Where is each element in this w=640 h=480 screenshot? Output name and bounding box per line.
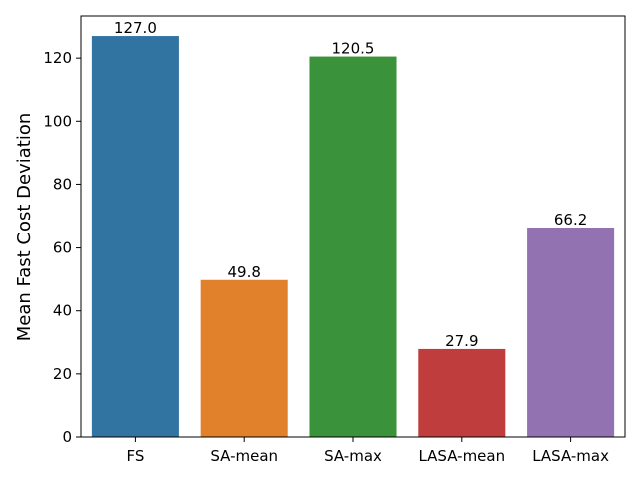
bar-sa-mean bbox=[200, 279, 288, 437]
y-tick-label: 40 bbox=[53, 302, 72, 320]
x-tick-label: FS bbox=[126, 447, 144, 465]
y-axis: 0 20 40 60 80 100 120 bbox=[43, 49, 81, 446]
y-tick-label: 120 bbox=[43, 49, 72, 67]
bar-sa-max bbox=[309, 56, 397, 437]
x-tick-label: LASA-mean bbox=[418, 447, 505, 465]
value-labels-group: 127.0 49.8 120.5 27.9 66.2 bbox=[114, 19, 587, 350]
x-tick-label: SA-mean bbox=[210, 447, 278, 465]
bar-fs bbox=[91, 36, 179, 438]
bars-group bbox=[91, 36, 615, 438]
bar-lasa-max bbox=[527, 227, 615, 437]
bar-value-label: 49.8 bbox=[227, 263, 260, 281]
x-tick-label: SA-max bbox=[324, 447, 382, 465]
y-tick-label: 0 bbox=[62, 428, 72, 446]
bar-value-label: 120.5 bbox=[332, 40, 375, 58]
bar-value-label: 27.9 bbox=[445, 332, 478, 350]
y-axis-label: Mean Fast Cost Deviation bbox=[14, 113, 35, 342]
bar-value-label: 127.0 bbox=[114, 19, 157, 37]
y-tick-label: 60 bbox=[53, 239, 72, 257]
bar-lasa-mean bbox=[418, 348, 506, 437]
x-axis: FS SA-mean SA-max LASA-mean LASA-max bbox=[126, 437, 609, 465]
y-tick-label: 20 bbox=[53, 365, 72, 383]
y-tick-label: 100 bbox=[43, 112, 72, 130]
bar-value-label: 66.2 bbox=[554, 211, 587, 229]
x-tick-label: LASA-max bbox=[532, 447, 609, 465]
y-tick-label: 80 bbox=[53, 175, 72, 193]
plot-frame bbox=[80, 15, 626, 438]
